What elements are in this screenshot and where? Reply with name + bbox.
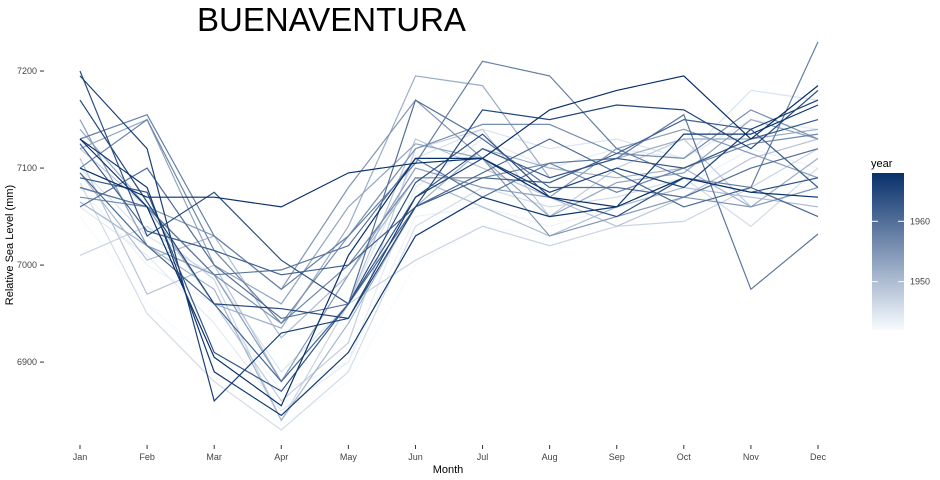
legend-ticks: 1950 1960 (872, 216, 930, 287)
legend-colorbar (872, 173, 904, 330)
series-line-1968-26 (79, 75, 819, 407)
series-line-1963-21 (79, 119, 819, 392)
series-line-1943-1 (79, 148, 819, 392)
legend-title: year (871, 158, 893, 170)
y-tick-label: 6900 (17, 357, 37, 367)
series-line-1960-18 (79, 99, 819, 320)
series-line-1947-5 (79, 148, 819, 422)
x-tick-label-jan: Jan (73, 452, 88, 462)
series-line-1957-15 (79, 118, 819, 325)
series-line-1955-13 (79, 99, 819, 291)
series-line-1958-16 (79, 41, 819, 291)
series-line-1945-3 (79, 89, 819, 373)
series-line-1944-2 (79, 118, 819, 412)
x-tick-label-may: May (340, 452, 358, 462)
x-tick-label-sep: Sep (609, 452, 625, 462)
y-axis-label: Relative Sea Level (mm) (4, 185, 16, 305)
y-tick-label: 7000 (17, 260, 37, 270)
series-lines (79, 41, 819, 431)
series-line-1967-25 (79, 104, 819, 417)
legend-tick-label: 1950 (910, 277, 930, 287)
y-tick-label: 7200 (17, 66, 37, 76)
x-tick-label-feb: Feb (139, 452, 155, 462)
x-tick-label-oct: Oct (677, 452, 692, 462)
series-line-1966-24 (79, 75, 819, 403)
y-tick-label: 7100 (17, 163, 37, 173)
x-tick-label-aug: Aug (542, 452, 558, 462)
x-tick-label-nov: Nov (743, 452, 760, 462)
legend: year 1950 1960 (871, 158, 930, 330)
x-axis: Jan Feb Mar Apr May Jun Jul Aug Sep Oct Nov Dec (73, 445, 827, 462)
x-tick-label-jun: Jun (408, 452, 423, 462)
x-tick-label-apr: Apr (274, 452, 288, 462)
x-tick-label-mar: Mar (206, 452, 222, 462)
x-tick-label-dec: Dec (810, 452, 827, 462)
series-line-1961-19 (79, 138, 819, 383)
series-line-1968-27 (79, 157, 819, 208)
y-axis: 6900 7000 7100 7200 (17, 66, 44, 367)
x-tick-label-jul: Jul (477, 452, 489, 462)
series-line-1942-0 (79, 186, 819, 426)
legend-tick-label: 1960 (910, 216, 930, 226)
series-line-1962-20 (79, 118, 819, 276)
x-axis-label: Month (433, 464, 464, 476)
series-line-1946-4 (79, 167, 819, 431)
chart-title: BUENAVENTURA (197, 1, 466, 38)
